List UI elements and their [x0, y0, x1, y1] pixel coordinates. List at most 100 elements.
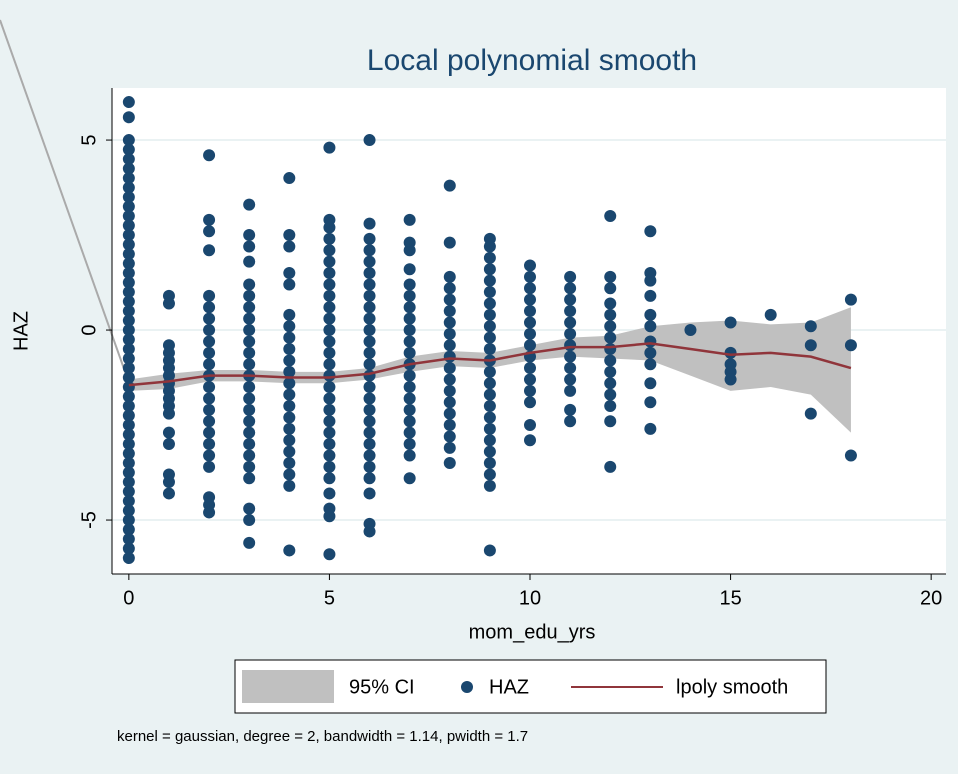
scatter-point	[122, 257, 135, 270]
scatter-point	[323, 369, 336, 382]
note: kernel = gaussian, degree = 2, bandwidth…	[117, 728, 528, 745]
scatter-point	[122, 400, 135, 413]
scatter-point	[363, 392, 376, 405]
scatter-point	[122, 362, 135, 375]
scatter-point	[644, 308, 657, 321]
scatter-point	[243, 426, 256, 439]
scatter-point	[323, 267, 336, 280]
scatter-point	[283, 320, 296, 333]
scatter-point	[243, 335, 256, 348]
scatter-point	[122, 111, 135, 124]
scatter-point	[844, 449, 857, 462]
scatter-point	[524, 384, 537, 397]
scatter-point	[122, 390, 135, 403]
scatter-point	[203, 149, 216, 162]
scatter-point	[644, 377, 657, 390]
scatter-point	[363, 232, 376, 245]
scatter-point	[122, 162, 135, 175]
scatter-point	[483, 377, 496, 390]
scatter-point	[283, 278, 296, 291]
scatter-point	[443, 316, 456, 329]
scatter-point	[443, 350, 456, 363]
scatter-point	[363, 289, 376, 302]
scatter-point	[403, 213, 416, 226]
scatter-point	[122, 542, 135, 555]
scatter-point	[403, 312, 416, 325]
scatter-point	[283, 354, 296, 367]
scatter-point	[162, 297, 175, 310]
scatter-point	[243, 392, 256, 405]
scatter-point	[483, 388, 496, 401]
scatter-point	[524, 419, 537, 432]
scatter-point	[443, 236, 456, 249]
scatter-point	[122, 485, 135, 498]
scatter-point	[604, 354, 617, 367]
scatter-point	[804, 407, 817, 420]
scatter-point	[122, 438, 135, 451]
y-tick-label: 0	[78, 324, 100, 335]
scatter-point	[122, 286, 135, 299]
scatter-point	[403, 392, 416, 405]
legend: 95% CI HAZ lpoly smooth	[242, 670, 788, 703]
scatter-point	[524, 434, 537, 447]
scatter-point	[122, 295, 135, 308]
scatter-point	[604, 460, 617, 473]
scatter-point	[524, 259, 537, 272]
scatter-point	[283, 240, 296, 253]
scatter-point	[363, 369, 376, 382]
scatter-point	[203, 415, 216, 428]
scatter-point	[524, 373, 537, 386]
scatter-point	[644, 289, 657, 302]
scatter-point	[243, 198, 256, 211]
scatter-point	[403, 381, 416, 394]
scatter-point	[203, 346, 216, 359]
scatter-point	[243, 472, 256, 485]
scatter-point	[323, 487, 336, 500]
scatter-point	[604, 365, 617, 378]
scatter-point	[403, 289, 416, 302]
scatter-point	[203, 324, 216, 337]
scatter-point	[644, 346, 657, 359]
scatter-point	[323, 278, 336, 291]
scatter-point	[363, 255, 376, 268]
scatter-point	[283, 400, 296, 413]
scatter-point	[564, 270, 577, 283]
scatter-point	[764, 308, 777, 321]
scatter-point	[644, 274, 657, 287]
scatter-point	[243, 415, 256, 428]
scatter-point	[283, 229, 296, 242]
scatter-point	[283, 479, 296, 492]
scatter-point	[363, 472, 376, 485]
scatter-point	[162, 487, 175, 500]
scatter-point	[443, 179, 456, 192]
scatter-point	[403, 346, 416, 359]
scatter-point	[564, 305, 577, 318]
scatter-point	[483, 544, 496, 557]
scatter-point	[564, 293, 577, 306]
scatter-point	[443, 339, 456, 352]
scatter-point	[122, 153, 135, 166]
scatter-point	[243, 358, 256, 371]
scatter-point	[323, 381, 336, 394]
scatter-point	[122, 248, 135, 261]
y-tick-label: -5	[78, 511, 100, 529]
scatter-point	[122, 552, 135, 565]
y-tick-label: 5	[78, 134, 100, 145]
scatter-point	[323, 415, 336, 428]
scatter-point	[323, 472, 336, 485]
scatter-point	[122, 466, 135, 479]
scatter-point	[203, 335, 216, 348]
scatter-point	[443, 362, 456, 375]
scatter-point	[122, 447, 135, 460]
scatter-point	[564, 384, 577, 397]
chart-title: Local polynomial smooth	[367, 44, 697, 77]
scatter-point	[203, 301, 216, 314]
scatter-point	[323, 255, 336, 268]
scatter-point	[524, 293, 537, 306]
scatter-point	[122, 352, 135, 365]
scatter-point	[524, 316, 537, 329]
x-tick-label: 5	[324, 587, 335, 609]
legend-haz-label: HAZ	[489, 676, 529, 698]
scatter-point	[564, 403, 577, 416]
